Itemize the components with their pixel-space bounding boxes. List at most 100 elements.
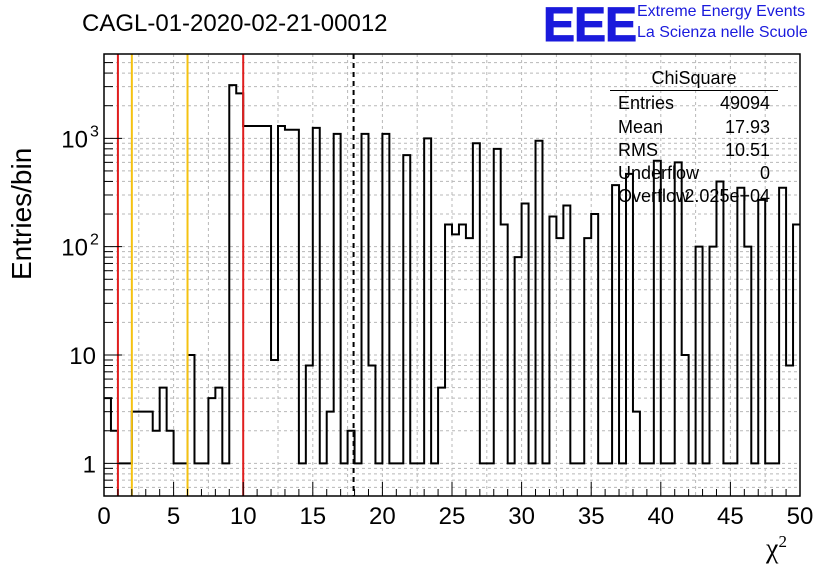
histogram-bin: [160, 388, 167, 496]
histogram-bin: [549, 216, 556, 496]
histogram-bin: [341, 463, 348, 496]
histogram-bin: [577, 463, 584, 496]
x-axis-label-sup: 2: [778, 532, 787, 551]
histogram-bin: [542, 463, 549, 496]
histogram-bin: [473, 143, 480, 496]
histogram-bin: [668, 463, 675, 496]
histogram-bin: [570, 463, 577, 496]
stat-value: 49094: [719, 93, 770, 113]
histogram-bin: [417, 463, 424, 496]
histogram-bin: [153, 431, 160, 496]
x-tick-label: 40: [647, 503, 674, 530]
histogram-bin: [132, 412, 139, 496]
histogram-bin: [647, 463, 654, 496]
histogram-bin: [689, 463, 696, 496]
x-axis-label: χ2: [766, 532, 787, 565]
histogram-bin: [730, 463, 737, 496]
histogram-bin: [431, 463, 438, 496]
histogram-bars: [104, 84, 800, 496]
histogram-bin: [194, 463, 201, 496]
histogram-bin: [334, 134, 341, 496]
stat-label: Overflow: [618, 186, 690, 206]
histogram-outline: [104, 84, 800, 465]
marker-lines: [116, 54, 355, 496]
histogram-bin: [313, 128, 320, 496]
histogram-bin: [181, 463, 188, 496]
histogram-bin: [403, 155, 410, 496]
x-tick-label: 25: [439, 503, 466, 530]
x-tick-label: 30: [508, 503, 535, 530]
histogram-bin: [737, 188, 744, 496]
y-tick-label: 10: [61, 126, 88, 153]
histogram-bin: [257, 126, 264, 496]
histogram-bin: [146, 412, 153, 496]
histogram-bin: [675, 162, 682, 496]
stat-value: 0: [759, 163, 770, 183]
histogram-bin: [591, 214, 598, 496]
stat-label: Mean: [618, 117, 664, 137]
histogram-bin: [522, 204, 529, 496]
histogram-bin: [229, 85, 236, 496]
histogram-bin: [744, 247, 751, 496]
histogram-bin: [598, 463, 605, 496]
histogram-bin: [236, 93, 243, 496]
histogram-bin: [459, 225, 466, 496]
x-tick-label: 5: [167, 503, 180, 530]
histogram-bin: [368, 366, 375, 496]
stats-title: ChiSquare: [651, 68, 737, 88]
histogram-bin: [716, 181, 723, 496]
histogram-bin: [786, 366, 793, 496]
histogram-bin: [208, 398, 215, 496]
histogram-bin: [661, 463, 668, 496]
histogram-bin: [703, 463, 710, 496]
x-axis-label-base: χ: [766, 533, 779, 565]
histogram-bin: [396, 463, 403, 496]
histogram-bin: [278, 126, 285, 496]
histogram-bin: [118, 463, 125, 496]
histogram-bin: [556, 238, 563, 496]
y-tick-exponent: 3: [90, 123, 99, 140]
histogram-bin: [362, 134, 369, 496]
x-tick-label: 50: [787, 503, 814, 530]
histogram-bin: [452, 234, 459, 496]
histogram-bin: [758, 200, 765, 496]
y-axis-label: Entries/bin: [6, 147, 37, 280]
stat-label: Underflow: [618, 163, 700, 183]
histogram-bin: [389, 463, 396, 496]
y-tick-label: 10: [61, 235, 88, 262]
histogram-bin: [250, 126, 257, 496]
histogram-bin: [125, 463, 132, 496]
stat-value: 2.025e+04: [684, 186, 770, 206]
histogram-bin: [536, 141, 543, 496]
stat-label: Entries: [618, 93, 675, 113]
histogram-bin: [696, 247, 703, 496]
histogram-bin: [271, 360, 278, 496]
stat-label: RMS: [618, 140, 658, 160]
logo-text-line1: Extreme Energy Events: [637, 3, 806, 20]
histogram-bin: [299, 463, 306, 496]
histogram-bin: [640, 463, 647, 496]
histogram-bin: [563, 205, 570, 496]
histogram-bin: [633, 412, 640, 496]
histogram-bin: [501, 225, 508, 496]
histogram-bin: [355, 463, 362, 496]
histogram-bin: [424, 138, 431, 496]
histogram-bin: [710, 247, 717, 496]
histogram-bin: [139, 412, 146, 496]
histogram-bin: [494, 149, 501, 496]
histogram-bin: [167, 431, 174, 496]
histogram-bin: [682, 355, 689, 496]
histogram-bin: [188, 355, 195, 496]
histogram-bin: [222, 463, 229, 496]
axis-ticks: [103, 53, 801, 497]
histogram-bin: [779, 188, 786, 496]
histogram-bin: [626, 174, 633, 496]
histogram-bin: [765, 463, 772, 496]
x-tick-label: 10: [230, 503, 257, 530]
histogram-bin: [375, 463, 382, 496]
histogram-bin: [772, 463, 779, 496]
histogram-bin: [466, 238, 473, 496]
histogram-bin: [292, 130, 299, 496]
eee-logo: EEE: [542, 0, 637, 53]
